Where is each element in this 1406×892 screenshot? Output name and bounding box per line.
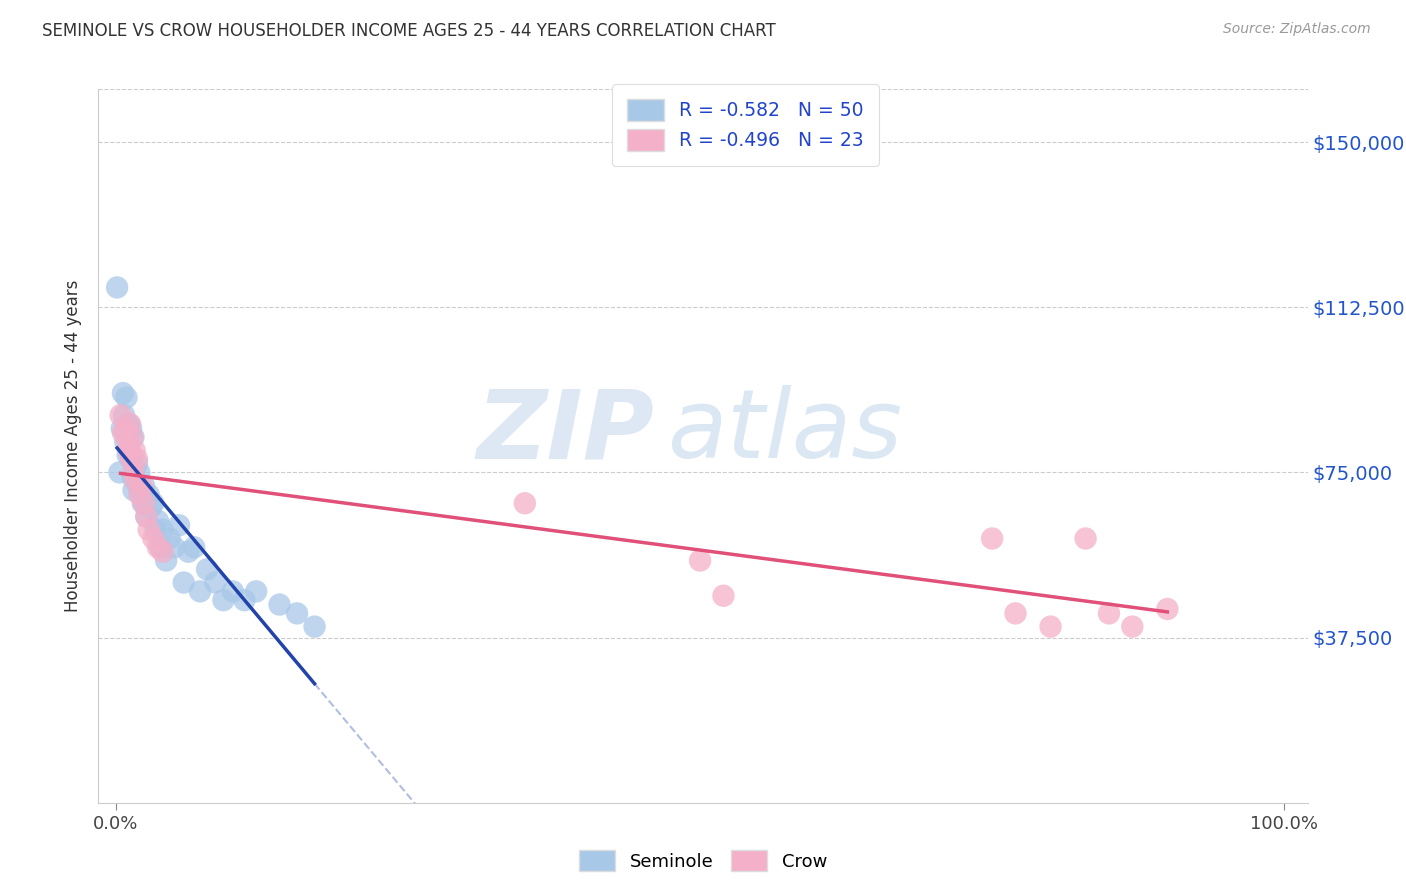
Point [132, 478, 155, 492]
Point [139, 500, 162, 515]
Point [135, 509, 157, 524]
Point [124, 461, 146, 475]
Point [111, 425, 134, 440]
Legend: R = -0.582   N = 50, R = -0.496   N = 23: R = -0.582 N = 50, R = -0.496 N = 23 [612, 85, 879, 166]
Point [134, 496, 156, 510]
Point [142, 496, 165, 510]
Point [111, 386, 134, 401]
Point [111, 421, 134, 435]
Point [125, 457, 148, 471]
Point [1156, 602, 1178, 616]
Point [114, 434, 136, 449]
Point [117, 434, 139, 449]
Point [146, 514, 169, 528]
Point [204, 575, 226, 590]
Point [118, 417, 141, 431]
Point [513, 496, 536, 510]
Point [222, 584, 245, 599]
Point [112, 408, 135, 422]
Point [127, 478, 149, 492]
Point [114, 421, 136, 435]
Point [122, 430, 145, 444]
Point [1039, 619, 1062, 633]
Point [108, 466, 131, 480]
Point [233, 593, 256, 607]
Y-axis label: Householder Income Ages 25 - 44 years: Householder Income Ages 25 - 44 years [65, 280, 83, 612]
Point [120, 452, 142, 467]
Point [155, 553, 177, 567]
Point [269, 598, 291, 612]
Point [152, 523, 174, 537]
Point [131, 478, 153, 492]
Point [304, 619, 326, 633]
Point [132, 496, 155, 510]
Point [120, 452, 142, 467]
Legend: Seminole, Crow: Seminole, Crow [572, 843, 834, 879]
Point [125, 452, 148, 467]
Point [138, 523, 160, 537]
Point [195, 562, 218, 576]
Text: ZIP: ZIP [477, 385, 655, 478]
Point [183, 541, 205, 555]
Point [128, 466, 150, 480]
Point [117, 448, 139, 462]
Point [145, 523, 167, 537]
Point [125, 475, 148, 489]
Point [118, 443, 141, 458]
Point [245, 584, 267, 599]
Point [131, 487, 153, 501]
Point [122, 483, 145, 497]
Point [689, 553, 711, 567]
Point [713, 589, 735, 603]
Point [138, 487, 160, 501]
Point [1121, 619, 1143, 633]
Point [129, 483, 152, 497]
Point [142, 532, 165, 546]
Point [981, 532, 1004, 546]
Point [121, 430, 143, 444]
Text: atlas: atlas [666, 385, 901, 478]
Point [188, 584, 211, 599]
Point [167, 518, 190, 533]
Point [152, 545, 174, 559]
Point [159, 532, 181, 546]
Point [1098, 607, 1121, 621]
Point [1004, 607, 1026, 621]
Point [125, 475, 148, 489]
Point [135, 509, 157, 524]
Point [105, 280, 128, 294]
Point [120, 421, 142, 435]
Point [118, 417, 141, 431]
Point [118, 443, 141, 458]
Point [173, 575, 195, 590]
Point [122, 466, 145, 480]
Point [149, 541, 172, 555]
Text: Source: ZipAtlas.com: Source: ZipAtlas.com [1223, 22, 1371, 37]
Point [177, 545, 200, 559]
Point [132, 496, 155, 510]
Point [115, 391, 138, 405]
Point [163, 541, 186, 555]
Point [285, 607, 308, 621]
Text: SEMINOLE VS CROW HOUSEHOLDER INCOME AGES 25 - 44 YEARS CORRELATION CHART: SEMINOLE VS CROW HOUSEHOLDER INCOME AGES… [42, 22, 776, 40]
Point [212, 593, 235, 607]
Point [146, 541, 169, 555]
Point [124, 443, 146, 458]
Point [128, 487, 150, 501]
Point [110, 408, 132, 422]
Point [121, 470, 143, 484]
Point [1074, 532, 1097, 546]
